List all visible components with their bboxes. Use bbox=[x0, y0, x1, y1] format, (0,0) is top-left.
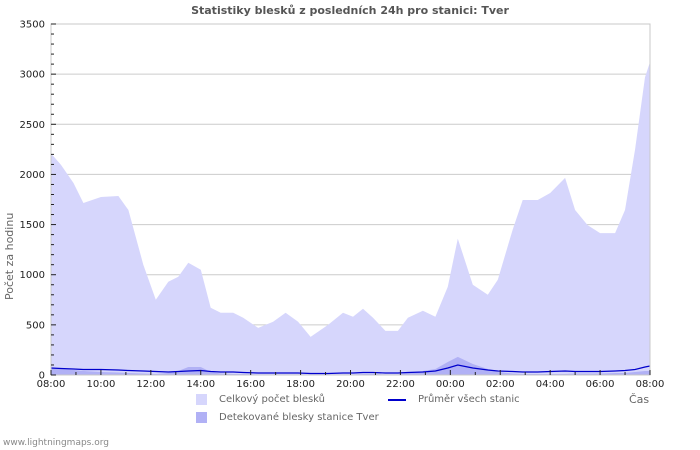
svg-text:08:00: 08:00 bbox=[37, 379, 66, 390]
svg-text:2500: 2500 bbox=[20, 120, 45, 131]
svg-text:18:00: 18:00 bbox=[286, 379, 315, 390]
legend-label-total: Celkový počet blesků bbox=[219, 394, 326, 405]
svg-text:22:00: 22:00 bbox=[386, 379, 415, 390]
svg-text:14:00: 14:00 bbox=[186, 379, 215, 390]
legend-total: Celkový počet blesků bbox=[196, 394, 325, 405]
line-average bbox=[50, 364, 651, 375]
svg-text:12:00: 12:00 bbox=[136, 379, 165, 390]
legend-line-average bbox=[388, 398, 406, 401]
data-areas bbox=[50, 62, 651, 375]
legend-swatch-station bbox=[196, 412, 207, 423]
y-axis-ticks: 0 500 1000 1500 2000 2500 3000 3500 bbox=[20, 20, 56, 382]
legend-swatch-total bbox=[196, 394, 207, 405]
svg-text:10:00: 10:00 bbox=[87, 379, 116, 390]
svg-text:20:00: 20:00 bbox=[336, 379, 365, 390]
svg-text:3500: 3500 bbox=[20, 20, 45, 31]
svg-text:1000: 1000 bbox=[20, 270, 45, 281]
legend-label-station: Detekované blesky stanice Tver bbox=[219, 412, 379, 423]
legend-label-average: Průměr všech stanic bbox=[418, 394, 520, 405]
svg-text:2000: 2000 bbox=[20, 170, 45, 181]
svg-text:06:00: 06:00 bbox=[586, 379, 615, 390]
svg-text:04:00: 04:00 bbox=[536, 379, 565, 390]
legend-average: Průměr všech stanic bbox=[388, 394, 520, 405]
svg-text:02:00: 02:00 bbox=[486, 379, 515, 390]
legend-station: Detekované blesky stanice Tver bbox=[196, 412, 379, 423]
x-axis-label: Čas bbox=[629, 393, 650, 406]
svg-text:08:00: 08:00 bbox=[636, 379, 665, 390]
svg-text:00:00: 00:00 bbox=[436, 379, 465, 390]
svg-text:3000: 3000 bbox=[20, 70, 45, 81]
area-total bbox=[51, 62, 650, 375]
site-credit: www.lightningmaps.org bbox=[3, 438, 109, 448]
svg-text:0: 0 bbox=[39, 371, 45, 382]
x-axis-ticks: 08:00 10:00 12:00 14:00 16:00 18:00 20:00 22:00… bbox=[37, 370, 665, 390]
chart-title: Statistiky blesků z posledních 24h pro s… bbox=[191, 4, 509, 17]
svg-text:16:00: 16:00 bbox=[236, 379, 265, 390]
svg-text:1500: 1500 bbox=[20, 220, 45, 231]
svg-text:500: 500 bbox=[26, 320, 45, 331]
